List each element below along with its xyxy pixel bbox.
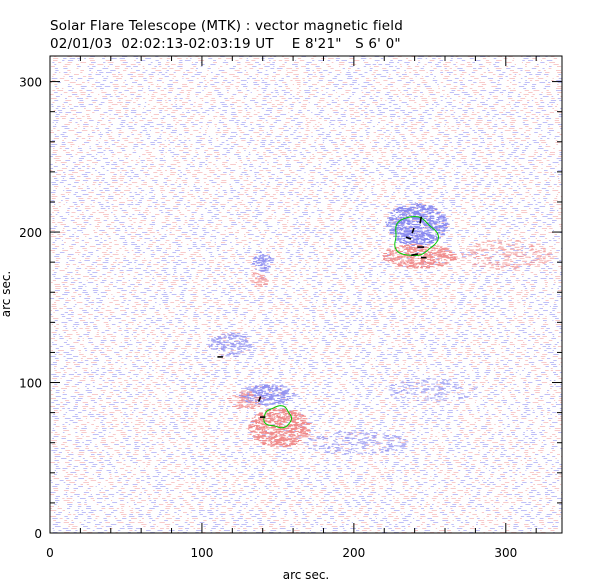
active-region-upper-positive <box>382 243 458 269</box>
active-region-lower-positive <box>247 408 312 448</box>
axis-ticks: 0 100 200 300 0 100 200 300 <box>19 56 562 560</box>
diffuse-positive-east <box>461 239 555 270</box>
magnetic-field-map <box>50 56 562 533</box>
noise-positive <box>50 56 562 533</box>
field-vector-3 <box>419 216 423 224</box>
diffuse-negative-mid <box>388 378 478 403</box>
y-tick-label: 0 <box>34 527 42 541</box>
active-region-lower-negative <box>238 384 297 406</box>
chart-title: Solar Flare Telescope (MTK) : vector mag… <box>50 18 403 34</box>
y-tick-label: 100 <box>19 377 42 391</box>
vector-layer <box>217 216 427 418</box>
contour-upper <box>394 215 440 257</box>
x-axis-label: arc sec. <box>283 568 329 582</box>
chart-subtitle: 02/01/03 02:02:13-02:03:19 UT E 8'21" S … <box>50 36 401 52</box>
observation-time-range: 02:02:13-02:03:19 UT <box>121 36 274 52</box>
y-tick-label: 300 <box>19 76 42 90</box>
field-vector-7 <box>411 253 419 256</box>
observation-date: 02/01/03 <box>50 36 113 52</box>
diffuse-negative-south <box>303 430 409 455</box>
small-negative-patch <box>252 251 275 272</box>
small-positive-patch <box>249 273 269 287</box>
plot-frame <box>49 55 563 534</box>
x-tick-label: 100 <box>190 546 213 560</box>
x-tick-label: 200 <box>342 546 365 560</box>
pointing-position: E 8'21" S 6' 0" <box>291 36 401 52</box>
y-axis-label: arc sec. <box>0 271 13 317</box>
field-vector-5 <box>405 236 412 240</box>
y-tick-label: 200 <box>19 226 42 240</box>
x-tick-label: 300 <box>494 546 517 560</box>
field-vector-1 <box>257 396 262 402</box>
positive-extension <box>227 391 266 409</box>
x-tick-label: 0 <box>46 546 54 560</box>
field-vector-4 <box>411 227 415 234</box>
active-region-upper-negative <box>385 203 450 246</box>
negative-filament <box>208 332 253 357</box>
